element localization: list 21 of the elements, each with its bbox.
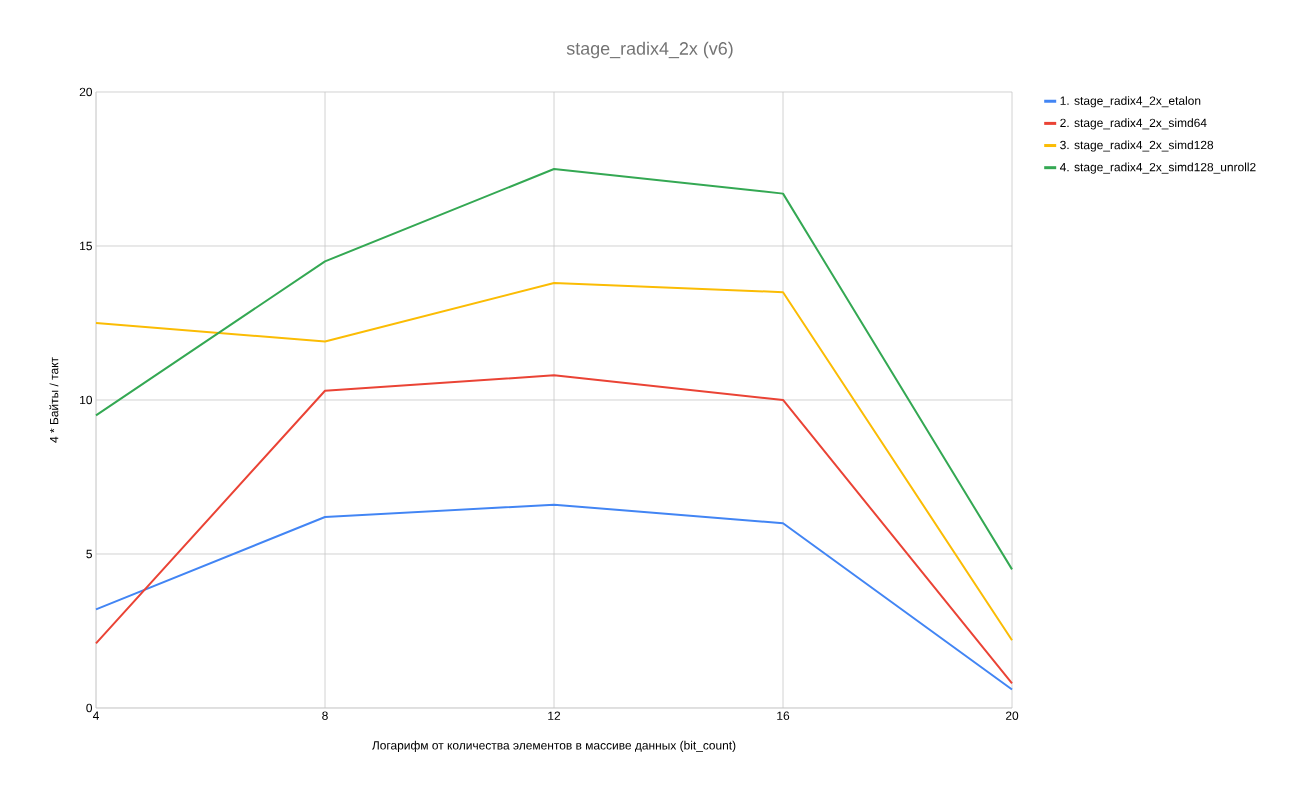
y-tick-label: 10 — [80, 395, 93, 405]
x-tick-label: 20 — [1005, 711, 1019, 720]
x-tick-label: 12 — [548, 711, 561, 720]
y-tick-label: 20 — [79, 87, 93, 97]
line-series — [95, 281, 1014, 642]
y-tick-label: 0 — [86, 703, 93, 713]
legend-label: 3. stage_radix4_2x_simd128 — [1060, 140, 1214, 152]
x-tick-label: 8 — [322, 711, 328, 720]
legend-label: 4. stage_radix4_2x_simd128_unroll2 — [1059, 162, 1256, 174]
y-tick-label: 5 — [86, 549, 92, 559]
x-tick-label: 16 — [777, 711, 790, 720]
chart-title: stage_radix4_2x (v6) — [566, 41, 733, 59]
line-series — [95, 167, 1014, 571]
x-tick-label: 4 — [92, 711, 99, 720]
y-tick-label: 15 — [80, 241, 92, 251]
line-series — [95, 374, 1014, 685]
line-series — [95, 503, 1014, 691]
legend-label: 1. stage_radix4_2x_etalon — [1060, 96, 1201, 108]
y-axis-title: 4 * Байты / такт — [49, 357, 59, 443]
legend-label: 2. stage_radix4_2x_simd64 — [1060, 118, 1207, 130]
x-axis-title: Логарифм от количества элементов в массиве данных (bit_count) — [372, 740, 736, 752]
